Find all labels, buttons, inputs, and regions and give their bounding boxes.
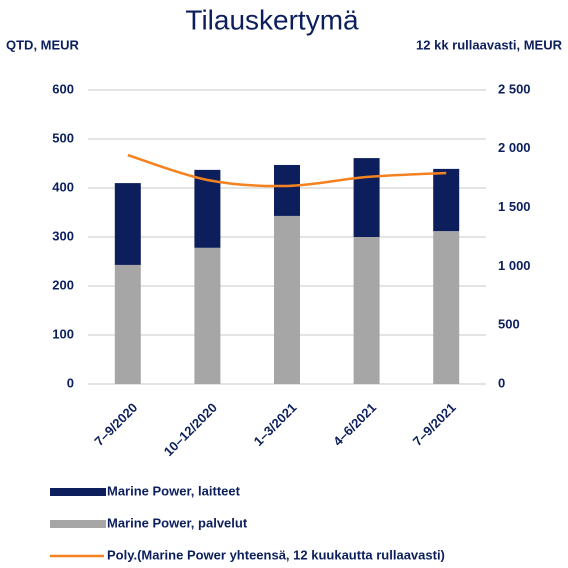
legend-label: Poly.(Marine Power yhteensä, 12 kuukautt… <box>107 547 445 562</box>
bar <box>274 164 300 216</box>
x-tick-label: 7–9/2020 <box>91 400 140 449</box>
y-tick-label: 0 <box>67 375 74 390</box>
y2-tick-label: 2 000 <box>498 140 531 155</box>
x-tick-label: 4–6/2021 <box>330 400 379 449</box>
bar <box>274 215 300 384</box>
y2-tick-label: 1 500 <box>498 199 531 214</box>
y2-tick-label: 500 <box>498 317 520 332</box>
line <box>127 153 447 188</box>
bar <box>353 237 380 384</box>
y2-tick-label: 0 <box>498 375 505 390</box>
legend-label: Marine Power, palvelut <box>107 515 248 530</box>
y-tick-label: 400 <box>52 179 74 194</box>
y2-tick-label: 1 000 <box>498 258 531 273</box>
y2-axis-label: 12 kk rullaavasti, MEUR <box>416 37 563 52</box>
y-tick-label: 300 <box>52 228 74 243</box>
bar <box>433 168 460 232</box>
bar <box>433 231 460 384</box>
bar <box>114 183 141 265</box>
x-tick-label: 1–3/2021 <box>251 400 300 449</box>
y2-tick-label: 2 500 <box>498 81 531 96</box>
x-tick-label: 10–12/2020 <box>161 400 220 459</box>
bar <box>194 247 221 384</box>
y-tick-label: 500 <box>52 130 74 145</box>
y-tick-label: 200 <box>52 277 74 292</box>
y-tick-label: 600 <box>52 81 74 96</box>
legend-swatch <box>50 520 106 528</box>
bar <box>114 264 141 384</box>
bar <box>353 158 380 237</box>
legend-swatch <box>50 488 106 496</box>
y-axis-label: QTD, MEUR <box>6 37 80 52</box>
y-tick-label: 100 <box>52 326 74 341</box>
x-tick-label: 7–9/2021 <box>410 400 459 449</box>
legend-label: Marine Power, laitteet <box>107 483 241 498</box>
bar <box>194 169 221 248</box>
chart-title: Tilauskertymä <box>185 4 359 35</box>
